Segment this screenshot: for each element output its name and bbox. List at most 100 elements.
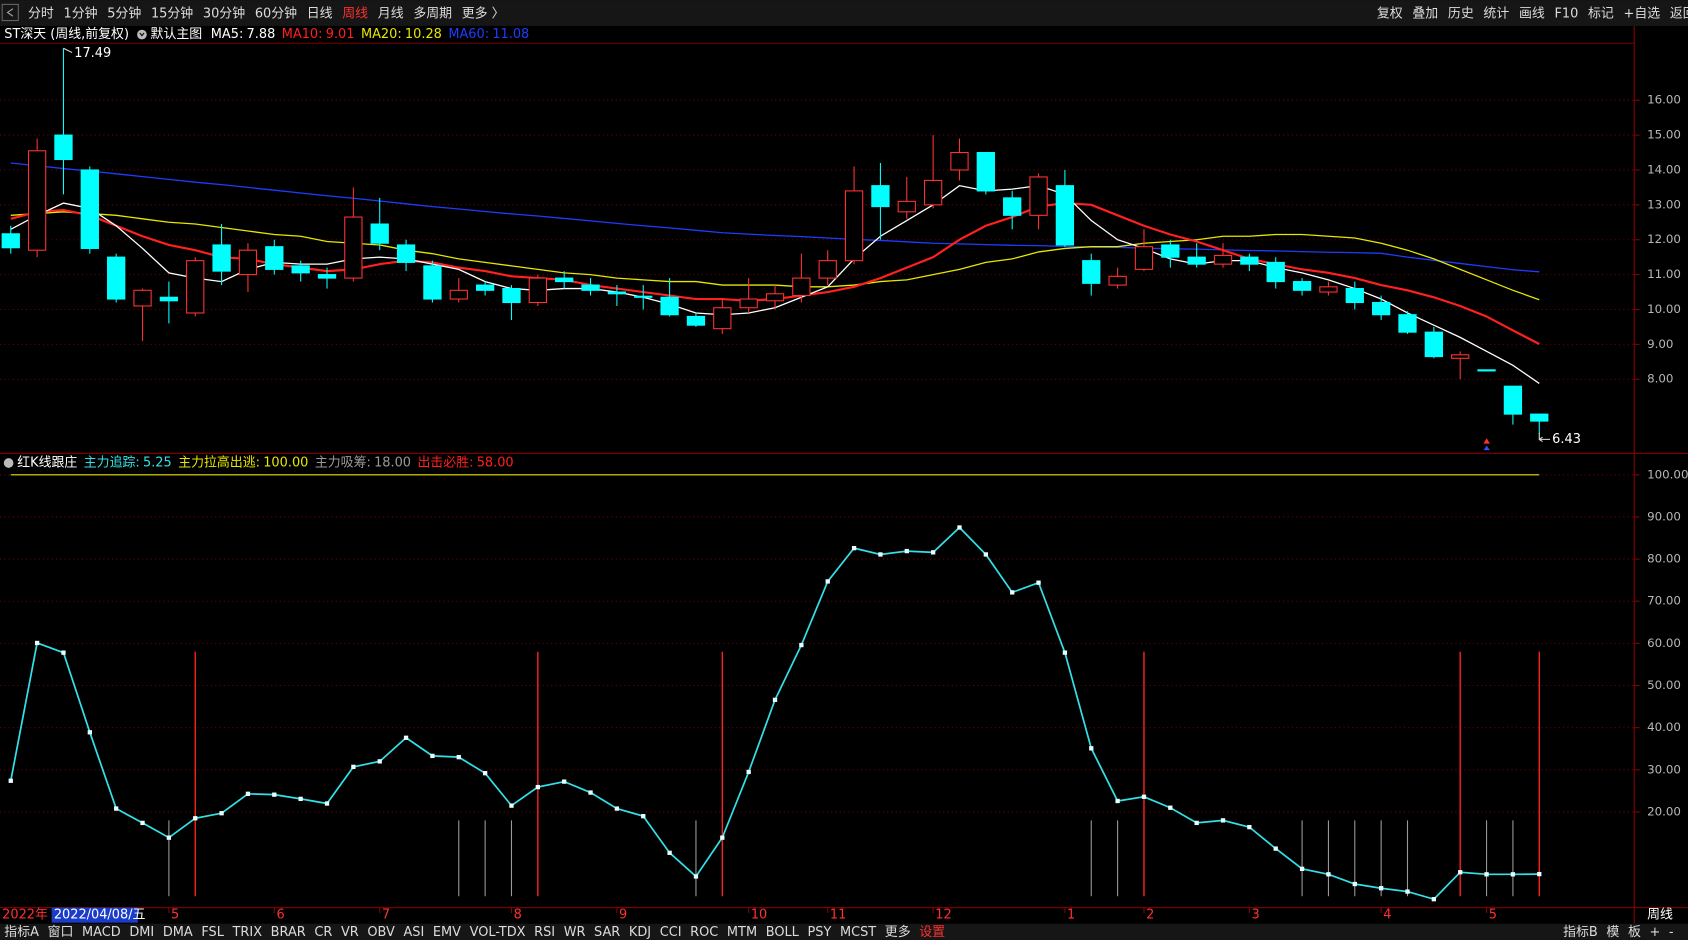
panel-button[interactable]: 指标B xyxy=(1563,925,1598,940)
indicator-tab[interactable]: ROC xyxy=(690,925,718,940)
y-tick-label: 40.00 xyxy=(1647,720,1681,734)
panel-button[interactable]: 板 xyxy=(1628,925,1641,940)
indicator-tab[interactable]: OBV xyxy=(367,925,395,940)
tool-button[interactable]: 画线 xyxy=(1519,7,1545,22)
bottom-toolbar xyxy=(0,923,1688,940)
candle-body xyxy=(950,151,969,171)
annotation-line xyxy=(63,47,73,54)
indicator-tab[interactable]: WR xyxy=(564,925,586,940)
indicator-tab[interactable]: CCI xyxy=(660,925,682,940)
line-point xyxy=(430,753,435,759)
candle-body xyxy=(238,249,258,276)
indicator-tab[interactable]: 设置 xyxy=(919,925,945,940)
line-point xyxy=(219,811,224,816)
indicator-tab[interactable]: MCST xyxy=(840,925,876,940)
panel-button[interactable]: + xyxy=(1649,925,1660,940)
candle-body xyxy=(370,223,389,244)
indicator-tab[interactable]: ASI xyxy=(403,925,424,940)
tool-button[interactable]: 历史 xyxy=(1448,7,1474,22)
indicator-tab[interactable]: MTM xyxy=(727,925,757,940)
chart-subtitle[interactable]: 默认主图 xyxy=(151,26,203,42)
indicator-tab[interactable]: EMV xyxy=(433,925,461,940)
cursor-label: 2022/04/08/五 xyxy=(54,908,146,923)
indicator-tab[interactable]: PSY xyxy=(807,925,831,940)
candle-body xyxy=(54,134,73,161)
candle-body xyxy=(923,179,943,206)
tool-button[interactable]: 叠加 xyxy=(1412,7,1438,22)
period-tab[interactable]: 5分钟 xyxy=(107,6,141,22)
indicator-tab[interactable]: MACD xyxy=(82,925,121,940)
candle-body xyxy=(1503,385,1523,415)
period-tab[interactable]: 分时 xyxy=(28,7,54,22)
legend-name: 出击必胜: xyxy=(417,456,473,471)
candle-body xyxy=(686,315,706,326)
period-tab[interactable]: 月线 xyxy=(378,7,404,22)
y-tick-label: 20.00 xyxy=(1647,804,1681,818)
line-point xyxy=(351,764,356,770)
candle-body xyxy=(449,289,468,300)
legend-value: 11.08 xyxy=(492,27,529,42)
period-tab[interactable]: 多周期 xyxy=(413,7,452,22)
period-tab[interactable]: 周线 xyxy=(342,7,368,22)
indicator-tab[interactable]: BOLL xyxy=(766,925,800,940)
tool-button[interactable]: F10 xyxy=(1554,7,1578,22)
tool-button[interactable]: 标记 xyxy=(1588,7,1614,22)
tracking-line xyxy=(9,526,1540,901)
tool-button[interactable]: 复权 xyxy=(1377,6,1403,22)
indicator-tab[interactable]: VR xyxy=(341,925,359,940)
legend-name: 主力追踪: xyxy=(84,455,140,471)
period-tab[interactable]: 60分钟 xyxy=(255,6,297,22)
candle-body xyxy=(1161,244,1180,258)
candle-body xyxy=(1187,256,1206,265)
menu-icon[interactable] xyxy=(3,458,14,468)
candle-body xyxy=(1398,314,1417,333)
candle-body xyxy=(186,260,205,314)
back-button[interactable] xyxy=(1,3,19,22)
indicator-tab[interactable]: BRAR xyxy=(271,925,306,940)
tool-button[interactable]: 统计 xyxy=(1483,7,1509,22)
period-tab[interactable]: 30分钟 xyxy=(203,6,245,22)
line-point xyxy=(8,778,13,783)
x-tick-label: 1 xyxy=(1067,908,1075,923)
y-tick-label: 12.00 xyxy=(1647,232,1681,246)
legend-name: MA5: xyxy=(211,27,244,42)
line-point xyxy=(1352,881,1357,887)
legend-name: MA60: xyxy=(448,27,489,42)
period-tab[interactable]: 更多 〉 xyxy=(462,7,505,22)
indicator-tab[interactable]: TRIX xyxy=(232,925,263,940)
period-tab[interactable]: 15分钟 xyxy=(151,6,193,22)
period-tab[interactable]: 1分钟 xyxy=(64,6,98,22)
ma-line xyxy=(10,162,1540,273)
indicator-tab[interactable]: FSL xyxy=(201,925,224,940)
line-point xyxy=(535,784,540,790)
x-tick-label: 11 xyxy=(830,908,846,923)
line-point xyxy=(1062,650,1068,655)
legend-value: 7.88 xyxy=(247,27,276,42)
indicator-tab[interactable]: CR xyxy=(314,925,332,940)
indicator-tab[interactable]: 更多 xyxy=(885,925,911,940)
legend-name: 主力吸筹: xyxy=(315,455,371,471)
indicator-tab[interactable]: RSI xyxy=(534,925,555,940)
legend-value: 10.28 xyxy=(405,27,442,42)
y-tick-label: 14.00 xyxy=(1647,162,1681,176)
indicator-tab[interactable]: VOL-TDX xyxy=(470,925,526,940)
y-tick-label: 13.00 xyxy=(1647,197,1681,211)
candle-body xyxy=(107,256,126,300)
candle-body xyxy=(1266,261,1285,283)
indicator-tab[interactable]: 指标A xyxy=(4,925,39,940)
menu-icon[interactable] xyxy=(137,29,147,40)
line-point xyxy=(61,650,66,655)
indicator-tab[interactable]: SAR xyxy=(594,925,620,940)
panel-button[interactable]: - xyxy=(1669,925,1674,940)
chart-title: ST深天 (周线,前复权) xyxy=(4,26,129,42)
period-tab[interactable]: 日线 xyxy=(307,7,333,22)
candle-body xyxy=(792,277,811,297)
panel-button[interactable]: 模 xyxy=(1606,925,1619,940)
indicator-tab[interactable]: KDJ xyxy=(629,925,651,940)
indicator-tab[interactable]: DMI xyxy=(129,925,154,940)
tool-button[interactable]: 返回 xyxy=(1670,7,1688,22)
tool-button[interactable]: +自选 xyxy=(1624,7,1661,22)
y-tick-label: 10.00 xyxy=(1647,302,1681,316)
indicator-tab[interactable]: 窗口 xyxy=(48,924,74,940)
indicator-tab[interactable]: DMA xyxy=(163,925,193,940)
